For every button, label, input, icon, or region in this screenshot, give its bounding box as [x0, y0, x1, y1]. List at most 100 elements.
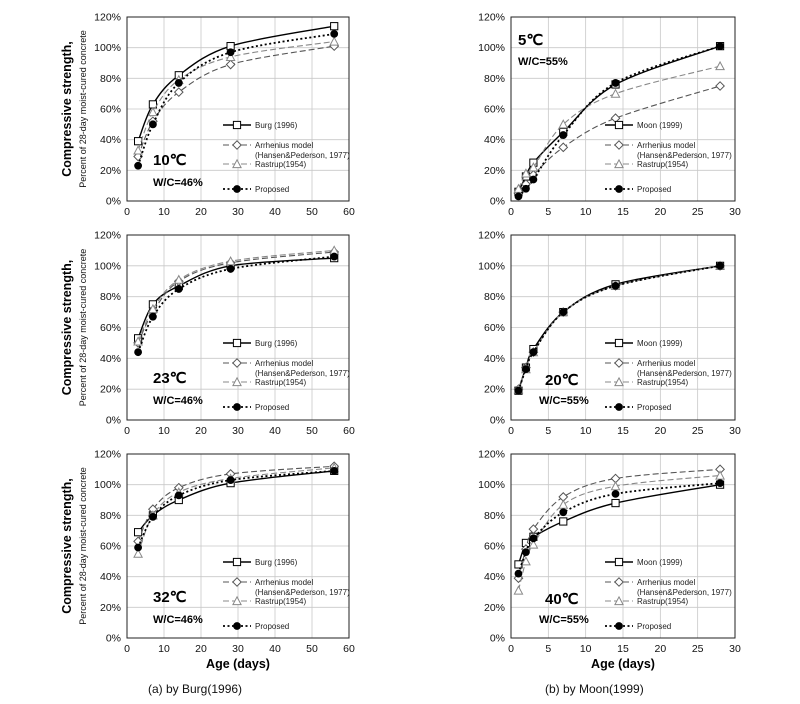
- series-line: [137, 249, 335, 342]
- panel-title: 40℃: [545, 591, 579, 608]
- y-tick-label: 0%: [490, 633, 505, 645]
- data-point: [528, 162, 539, 172]
- x-tick-label: 0: [124, 206, 130, 218]
- data-point: [173, 87, 184, 98]
- legend-marker: [233, 185, 241, 193]
- legend-marker: [232, 338, 242, 348]
- legend-marker: [615, 622, 623, 630]
- series-4: [134, 29, 339, 170]
- data-point: [225, 256, 236, 266]
- y-tick-label: 40%: [484, 353, 505, 365]
- legend-label-2: (Hansen&Pederson, 1977): [637, 369, 732, 378]
- data-point: [329, 36, 340, 46]
- data-point: [149, 120, 157, 129]
- legend-label-2: (Hansen&Pederson, 1977): [637, 151, 732, 160]
- legend-entry-4: Proposed: [605, 622, 671, 631]
- data-point: [225, 59, 236, 70]
- data-point: [330, 252, 339, 261]
- legend-marker: [615, 403, 623, 411]
- x-tick-label: 10: [158, 425, 170, 437]
- y-axis-label: Compressive strength,: [60, 478, 74, 613]
- x-tick-label: 15: [617, 643, 629, 655]
- legend-label: Arrhenius model: [255, 141, 313, 150]
- y-tick-label: 40%: [484, 571, 505, 583]
- plot-frame: [126, 234, 350, 421]
- plot-frame: [126, 453, 350, 639]
- data-point: [715, 81, 725, 91]
- legend-marker: [232, 358, 242, 368]
- y-tick-label: 40%: [100, 134, 121, 146]
- data-point: [174, 285, 183, 293]
- y-tick-label: 60%: [100, 322, 121, 334]
- data-point: [134, 137, 143, 146]
- legend-entry-1: Moon (1999): [605, 557, 683, 567]
- legend-marker: [614, 338, 624, 348]
- panel-note: W/C=46%: [153, 177, 203, 189]
- y-tick-label: 80%: [100, 291, 121, 303]
- y-axis-label: Compressive strength,: [60, 260, 74, 395]
- panel-note: W/C=55%: [539, 395, 589, 407]
- y-tick-label: 0%: [106, 196, 121, 208]
- series-line: [517, 482, 721, 574]
- data-point: [522, 548, 530, 557]
- y-tick-label: 20%: [100, 384, 121, 396]
- x-tick-label: 20: [195, 206, 207, 218]
- series-3: [513, 60, 725, 193]
- legend-marker: [233, 403, 241, 411]
- legend-label: Arrhenius model: [637, 359, 695, 368]
- panel-title: 20℃: [545, 372, 579, 389]
- data-point: [522, 184, 530, 193]
- legend-label: Proposed: [255, 403, 289, 412]
- data-point: [226, 476, 235, 484]
- legend-label: Proposed: [637, 185, 671, 194]
- y-tick-label: 100%: [478, 479, 505, 491]
- legend-entry-2: Arrhenius model(Hansen&Pederson, 1977): [223, 577, 350, 597]
- series-line: [517, 65, 721, 189]
- y-tick-label: 20%: [100, 602, 121, 614]
- x-tick-label: 10: [158, 206, 170, 218]
- x-tick-label: 15: [617, 206, 629, 218]
- y-tick-label: 40%: [484, 134, 505, 146]
- y-tick-label: 120%: [478, 449, 505, 461]
- x-tick-label: 30: [232, 643, 244, 655]
- legend-marker: [233, 622, 241, 630]
- x-tick-label: 30: [729, 425, 741, 437]
- legend-entry-1: Moon (1999): [605, 120, 683, 130]
- x-tick-label: 50: [306, 643, 318, 655]
- plot-frame: [126, 16, 350, 202]
- series-line: [137, 257, 335, 339]
- y-tick-label: 40%: [100, 353, 121, 365]
- data-point: [528, 539, 539, 549]
- legend-marker: [232, 376, 242, 387]
- legend-label: Moon (1999): [637, 339, 683, 348]
- legend-marker: [232, 595, 242, 606]
- x-tick-label: 10: [580, 425, 592, 437]
- data-point: [225, 51, 236, 61]
- legend-marker: [614, 376, 624, 387]
- legend-label: Proposed: [637, 403, 671, 412]
- y-tick-label: 0%: [106, 633, 121, 645]
- data-point: [134, 348, 143, 357]
- legend-label: Burg (1996): [255, 339, 298, 348]
- y-tick-label: 80%: [100, 73, 121, 85]
- series-1: [134, 254, 339, 343]
- legend-marker: [614, 358, 624, 368]
- legend-entry-3: Rastrup(1954): [223, 595, 306, 606]
- legend-entry-1: Burg (1996): [223, 120, 298, 130]
- y-tick-label: 80%: [484, 73, 505, 85]
- legend-entry-2: Arrhenius model(Hansen&Pederson, 1977): [605, 140, 732, 160]
- data-point: [149, 312, 157, 321]
- legend-label: Burg (1996): [255, 558, 298, 567]
- legend-label: Rastrup(1954): [637, 597, 688, 606]
- x-tick-label: 30: [232, 206, 244, 218]
- y-axis-label: Compressive strength,: [60, 41, 74, 176]
- legend-marker: [614, 158, 624, 169]
- panel-title: 10℃: [153, 152, 187, 169]
- legend-marker: [614, 577, 624, 587]
- legend-label: Proposed: [255, 185, 289, 194]
- x-tick-label: 30: [729, 206, 741, 218]
- legend-label: Arrhenius model: [255, 359, 313, 368]
- x-axis-label: Age (days): [206, 657, 270, 671]
- data-point: [522, 365, 530, 374]
- y-tick-label: 0%: [106, 415, 121, 427]
